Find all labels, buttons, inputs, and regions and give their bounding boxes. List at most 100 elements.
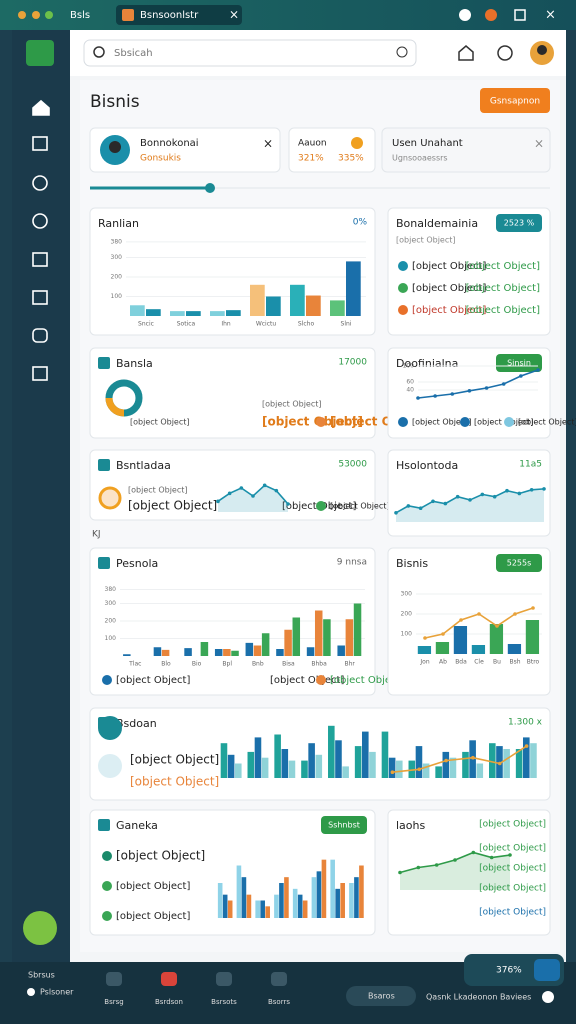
nav-icon[interactable] [32,290,48,305]
tab-close[interactable]: × [229,8,239,22]
legend-dot [102,911,112,921]
app-icon[interactable] [271,972,287,986]
primary-button[interactable] [480,88,550,113]
point [517,491,522,496]
bar [161,649,170,656]
card-title: Pesnola [116,557,158,570]
taskbar-icon [27,988,35,996]
summary-close[interactable]: × [534,137,544,151]
app-label[interactable]: Bsorrs [268,998,290,1006]
point [450,392,455,396]
card[interactable]: Hsolontoda 11a5 [387,449,551,537]
bar [306,295,321,316]
home-button[interactable] [458,45,474,61]
primary-button-label[interactable]: Gsnsapnon [490,97,540,107]
card-stat: [object Object] [479,844,546,854]
card[interactable]: Bsdoan 1.300 x [object Object] [object Obje… [89,707,551,801]
point [416,865,421,870]
point [497,761,502,766]
app-label[interactable]: Bsrdson [155,998,183,1006]
card-title: Bsntladaa [116,459,171,472]
search-placeholder[interactable]: Sbsicah [114,48,153,59]
point [406,504,411,508]
nav-icon[interactable] [32,136,48,151]
line [392,745,528,773]
card-icon [98,357,110,369]
nav-icon[interactable] [32,366,48,381]
stat-icon [98,486,122,510]
app-label[interactable]: Bsrsots [211,998,237,1006]
window-icon[interactable] [459,9,471,21]
tab-label[interactable]: Bsls [70,10,90,21]
y-tick-label: 100 [403,363,415,370]
nav-icon[interactable] [32,175,48,191]
bar [417,646,432,654]
window-icon[interactable] [485,9,497,21]
card[interactable]: Bisnis 5255s 100 200 300 Jon Ab Bda Cle Bu Bsh Btro [387,547,551,696]
card[interactable]: Ranlian 0% 100 200 300 380 Sncic Sotica Ihn Wcict… [89,207,376,336]
fab[interactable] [23,911,57,945]
search-box[interactable] [83,39,417,67]
slider-thumb[interactable] [205,183,215,193]
active-tab[interactable] [116,5,242,25]
notifications[interactable] [497,45,513,61]
bar [301,760,308,778]
bar [353,603,362,656]
x-tick-label: Btro [527,659,540,666]
card[interactable]: Ganeka Sshnbst [object Object] [object Obje… [89,809,376,936]
point [423,636,427,640]
card-stat: [object Object] [412,283,486,294]
card[interactable]: Doofinialna Sinsin[object Object] [object … [387,347,576,439]
bar [274,894,279,918]
maximize[interactable] [514,9,526,21]
card-title: Bansla [116,357,153,370]
point [477,612,481,616]
nav-icon[interactable] [32,328,48,343]
logo[interactable] [26,40,54,66]
app-label[interactable]: Bsrsg [104,998,123,1006]
point [468,498,472,502]
summary-value: 335% [338,154,364,164]
point [492,494,497,499]
card[interactable]: Bansla 17000 [object Object] [object Object… [89,347,431,439]
nav-icon[interactable] [32,252,48,267]
legend-dot [398,417,408,427]
bar [489,743,496,778]
summary-card[interactable] [89,127,281,173]
card-title: Ganeka [116,819,158,832]
chip[interactable] [346,986,416,1006]
badge [496,354,542,372]
summary-card[interactable] [288,127,376,173]
bar [231,650,239,656]
point [513,612,517,616]
widget-button[interactable] [534,959,560,981]
section-label: KJ [92,530,101,540]
bar [342,766,349,778]
app-icon[interactable] [216,972,232,986]
tab-label[interactable]: Bsnsoonlstr [140,10,199,21]
card-bg [387,809,551,936]
app-icon[interactable] [106,972,122,986]
summary-close[interactable]: × [263,137,273,151]
y-tick-label: 200 [111,274,123,281]
app-icon[interactable] [161,972,177,986]
summary-card[interactable] [381,127,551,173]
card[interactable]: Pesnola 9 nnsa[object Object] [object Obje… [89,547,404,696]
card[interactable]: laohs [object Object] [object Object] [obje… [387,809,551,936]
point [431,499,435,504]
nav-icon[interactable] [32,99,50,116]
bar [170,311,185,316]
chip-label[interactable]: Bsaros [368,992,395,1001]
card-icon [98,819,110,831]
close[interactable]: × [545,8,556,23]
card-title: Hsolontoda [396,459,458,472]
bar [449,757,457,778]
bar [415,746,423,778]
bar [261,633,270,656]
y-tick-label: 200 [105,618,117,625]
nav-icon[interactable] [32,213,48,229]
card[interactable]: Bonaldemainia 2523 %[object Object][objec… [387,207,551,336]
card[interactable]: Bsntladaa 53000 [object Object] [object Obj… [89,449,390,521]
bar [186,311,201,316]
